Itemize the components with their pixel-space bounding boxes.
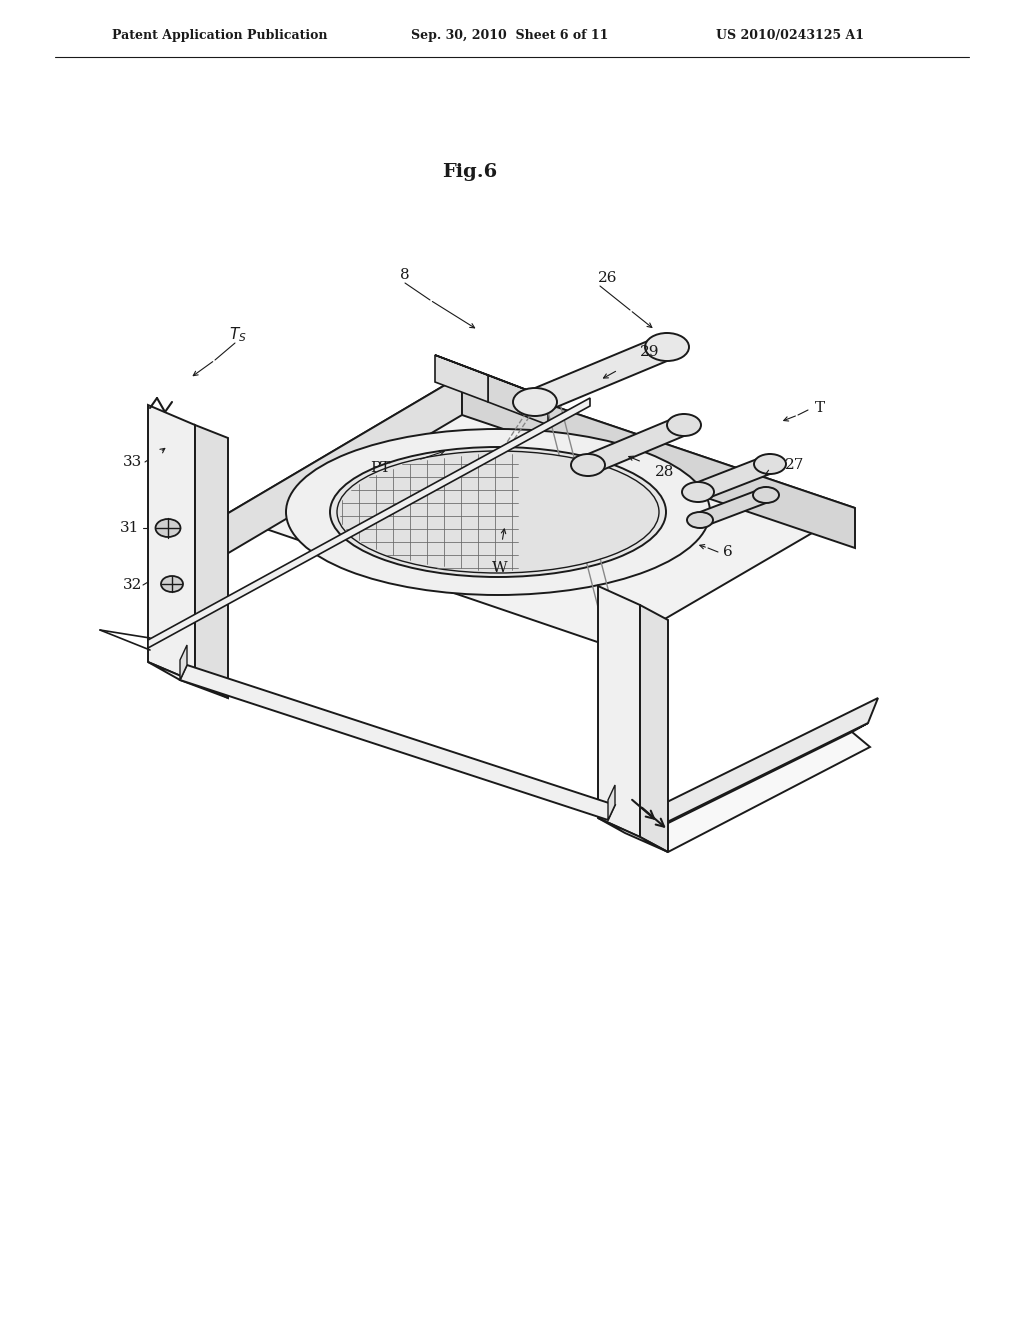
Polygon shape xyxy=(640,733,870,851)
Ellipse shape xyxy=(645,333,689,360)
Ellipse shape xyxy=(161,576,183,591)
Polygon shape xyxy=(640,605,668,851)
Ellipse shape xyxy=(571,454,605,477)
Text: US 2010/0243125 A1: US 2010/0243125 A1 xyxy=(716,29,864,41)
Ellipse shape xyxy=(753,487,779,503)
Text: 32: 32 xyxy=(123,578,142,591)
Polygon shape xyxy=(148,399,590,648)
Polygon shape xyxy=(608,785,615,820)
Polygon shape xyxy=(148,405,195,682)
Text: Sep. 30, 2010  Sheet 6 of 11: Sep. 30, 2010 Sheet 6 of 11 xyxy=(412,29,608,41)
Ellipse shape xyxy=(667,414,701,436)
Text: 27: 27 xyxy=(785,458,805,473)
Polygon shape xyxy=(698,454,770,502)
Polygon shape xyxy=(598,818,668,851)
Polygon shape xyxy=(435,355,548,399)
Polygon shape xyxy=(225,375,462,554)
Text: 33: 33 xyxy=(123,455,141,469)
Polygon shape xyxy=(435,355,488,403)
Text: $T_S$: $T_S$ xyxy=(229,326,247,345)
Polygon shape xyxy=(225,375,855,648)
Text: T: T xyxy=(815,401,825,414)
Polygon shape xyxy=(148,663,228,698)
Ellipse shape xyxy=(286,429,710,595)
Polygon shape xyxy=(180,645,187,680)
Polygon shape xyxy=(488,375,548,425)
Polygon shape xyxy=(462,375,855,548)
Ellipse shape xyxy=(156,519,180,537)
Polygon shape xyxy=(180,665,615,820)
Polygon shape xyxy=(588,414,684,477)
Ellipse shape xyxy=(754,454,786,474)
Ellipse shape xyxy=(337,451,659,573)
Text: Patent Application Publication: Patent Application Publication xyxy=(113,29,328,41)
Text: Fig.6: Fig.6 xyxy=(442,162,498,181)
Polygon shape xyxy=(598,586,640,837)
Text: 6: 6 xyxy=(723,545,733,558)
Polygon shape xyxy=(655,698,878,828)
Ellipse shape xyxy=(687,512,713,528)
Ellipse shape xyxy=(513,388,557,416)
Polygon shape xyxy=(700,487,766,528)
Text: 28: 28 xyxy=(655,465,675,479)
Polygon shape xyxy=(640,723,868,837)
Text: PT: PT xyxy=(370,461,390,475)
Ellipse shape xyxy=(682,482,714,502)
Text: 31: 31 xyxy=(120,521,139,535)
Text: 29: 29 xyxy=(640,345,659,359)
Polygon shape xyxy=(535,333,667,416)
Polygon shape xyxy=(195,425,228,698)
Ellipse shape xyxy=(330,447,666,577)
Text: 8: 8 xyxy=(400,268,410,282)
Text: 26: 26 xyxy=(598,271,617,285)
Text: W: W xyxy=(493,561,508,576)
